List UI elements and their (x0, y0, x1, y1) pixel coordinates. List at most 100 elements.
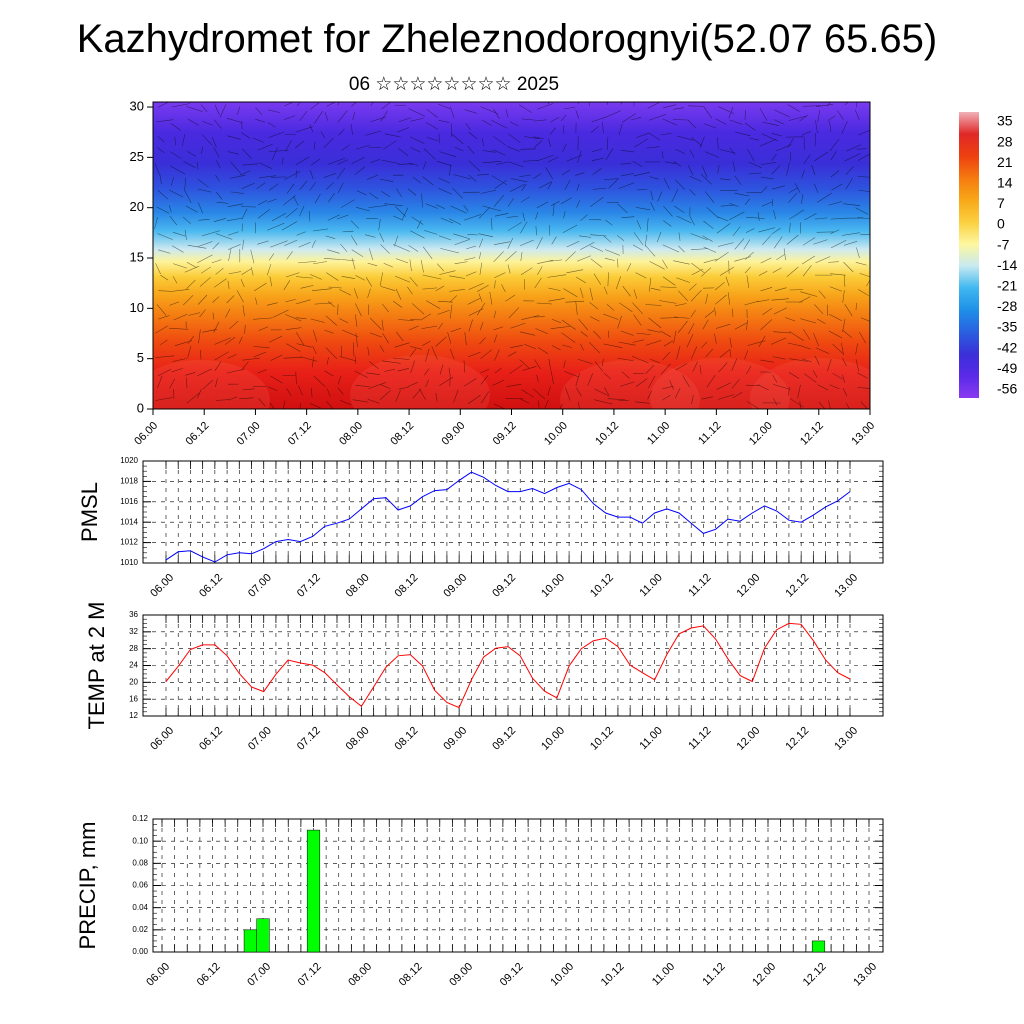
heatmap-x-tick-label: 08.00 (337, 420, 365, 448)
precip-bar (256, 918, 270, 953)
heatmap-y-tick-label: 0 (137, 400, 144, 415)
pmsl-panel: 1010 1012 1014 1016 1018 1020 06.00 06.12 07.00 0… (77, 456, 884, 600)
y-tick-label: 0.04 (132, 903, 148, 912)
page-subtitle: 06 ☆☆☆☆☆☆☆☆ 2025 (348, 74, 560, 95)
x-tick-label: 13.00 (832, 725, 860, 753)
x-tick-label: 11.00 (637, 725, 664, 752)
x-tick-label: 06.00 (144, 961, 172, 989)
y-tick-label: 32 (129, 627, 138, 636)
y-tick-label: 0.02 (132, 925, 148, 934)
heatmap-x-tick-label: 07.12 (286, 420, 314, 448)
x-tick-label: 07.12 (295, 725, 323, 753)
cross-section-heatmap: 0 5 10 15 20 25 30 06.00 06.12 07.00 07.12 08.00 08… (130, 98, 878, 448)
y-axis-title: PRECIP, mm (75, 822, 100, 950)
heatmap-x-tick-label: 09.12 (491, 420, 519, 448)
heatmap-x-tick-label: 09.00 (440, 420, 468, 448)
heatmap-y-tick-label: 5 (137, 350, 144, 365)
colorbar-label: -28 (997, 298, 1017, 314)
colorbar-label: -35 (997, 319, 1017, 335)
y-axis-title: TEMP at 2 M (84, 602, 109, 730)
x-tick-label: 07.00 (246, 572, 274, 600)
x-tick-label: 10.00 (548, 961, 576, 989)
y-tick-label: 0.06 (132, 881, 148, 890)
page-title: Kazhydromet for Zheleznodorognyi(52.07 6… (76, 17, 938, 61)
x-tick-label: 12.00 (750, 961, 778, 989)
series-line (165, 622, 851, 709)
precip-bar (243, 929, 257, 953)
x-tick-label: 10.00 (539, 572, 567, 600)
x-tick-label: 08.00 (344, 725, 372, 753)
heatmap-x-tick-label: 10.12 (593, 420, 621, 448)
x-tick-label: 08.12 (393, 725, 421, 753)
y-tick-label: 1014 (120, 517, 138, 526)
x-tick-label: 12.00 (735, 572, 763, 600)
colorbar-label: 21 (997, 154, 1013, 170)
heatmap-y-tick-label: 20 (130, 199, 144, 214)
precipitation-panel: 0.00 0.02 0.04 0.06 0.08 0.10 0.12 06.00 06.12 07… (75, 814, 884, 989)
x-tick-label: 09.12 (490, 572, 518, 600)
x-tick-label: 11.12 (686, 725, 713, 752)
colorbar-label: -7 (997, 236, 1010, 252)
heatmap-x-tick-label: 06.00 (132, 420, 160, 448)
x-tick-label: 08.12 (397, 961, 425, 989)
y-tick-label: 1012 (120, 538, 138, 547)
colorbar-legend: 35 28 21 14 7 0 -7 -14 -21 -28 -35 -42 -49 -56 (959, 112, 1017, 398)
x-tick-label: 11.00 (637, 572, 664, 599)
precip-bar (811, 940, 826, 953)
y-tick-label: 20 (129, 677, 138, 686)
x-tick-label: 07.12 (296, 961, 324, 989)
colorbar-label: 7 (997, 195, 1005, 211)
x-tick-label: 10.12 (588, 725, 616, 753)
y-tick-label: 1010 (120, 558, 138, 567)
y-axis-title: PMSL (77, 482, 102, 542)
x-tick-label: 11.00 (650, 961, 677, 988)
x-tick-label: 10.00 (539, 725, 567, 753)
temperature-panel: 12 16 20 24 28 32 36 06.00 06.12 07.00 07.12 08.00 0… (84, 602, 884, 753)
colorbar-label: -49 (997, 360, 1017, 376)
x-tick-label: 12.00 (735, 725, 763, 753)
colorbar-strip (959, 112, 979, 398)
x-tick-label: 06.12 (197, 725, 225, 753)
heatmap-y-tick-label: 10 (130, 300, 144, 315)
x-tick-label: 13.00 (832, 572, 860, 600)
x-tick-label: 11.12 (700, 961, 727, 988)
x-tick-label: 09.00 (441, 572, 469, 600)
colorbar-label: -14 (997, 257, 1017, 273)
x-tick-label: 08.12 (393, 572, 421, 600)
precip-bar (306, 829, 321, 953)
y-tick-label: 12 (129, 711, 138, 720)
x-tick-label: 08.00 (344, 572, 372, 600)
heatmap-x-tick-label: 11.12 (696, 420, 723, 447)
heatmap-y-tick-label: 30 (130, 98, 144, 113)
x-tick-label: 09.12 (490, 725, 518, 753)
heatmap-x-tick-label: 10.00 (542, 420, 570, 448)
x-tick-label: 09.00 (441, 725, 469, 753)
x-tick-label: 10.12 (599, 961, 627, 989)
y-tick-label: 0.12 (132, 814, 148, 823)
x-tick-label: 11.12 (686, 572, 713, 599)
x-tick-label: 10.12 (588, 572, 616, 600)
y-tick-label: 0.00 (132, 947, 148, 956)
y-tick-label: 0.10 (132, 836, 148, 845)
colorbar-label: 0 (997, 216, 1005, 232)
y-tick-label: 36 (129, 610, 138, 619)
colorbar-label: -56 (997, 381, 1017, 397)
heatmap-x-tick-label: 06.12 (183, 420, 211, 448)
y-tick-label: 24 (129, 661, 138, 670)
y-tick-label: 1016 (120, 497, 138, 506)
x-tick-label: 12.12 (783, 572, 811, 600)
colorbar-label: 35 (997, 113, 1013, 129)
heatmap-x-tick-label: 12.12 (798, 420, 826, 448)
x-tick-label: 12.12 (783, 725, 811, 753)
x-tick-label: 08.00 (346, 961, 374, 989)
series-line (165, 471, 851, 563)
heatmap-y-tick-label: 25 (130, 149, 144, 164)
colorbar-label: -21 (997, 278, 1017, 294)
y-tick-label: 16 (129, 694, 138, 703)
panel-frame (142, 460, 884, 564)
heatmap-x-tick-label: 13.00 (849, 420, 877, 448)
x-tick-label: 09.00 (447, 961, 475, 989)
x-tick-label: 09.12 (498, 961, 526, 989)
x-tick-label: 06.00 (148, 572, 176, 600)
